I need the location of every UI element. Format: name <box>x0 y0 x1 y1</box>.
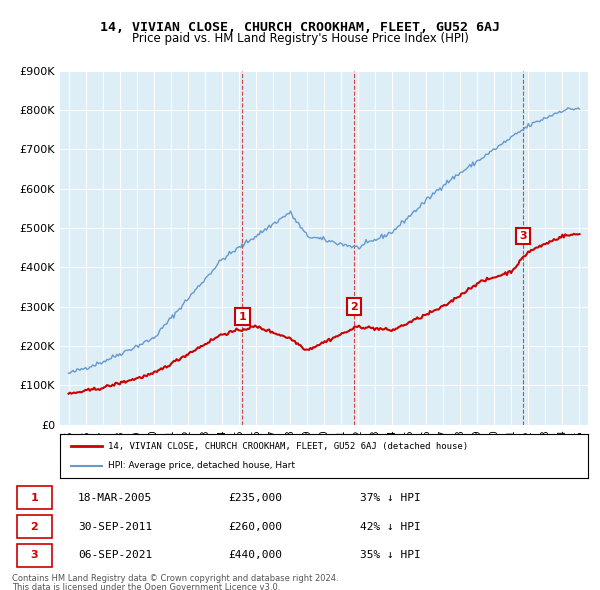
Text: 2: 2 <box>350 302 358 312</box>
Text: £440,000: £440,000 <box>228 550 282 560</box>
Text: 06-SEP-2021: 06-SEP-2021 <box>78 550 152 560</box>
Text: This data is licensed under the Open Government Licence v3.0.: This data is licensed under the Open Gov… <box>12 583 280 590</box>
Text: £235,000: £235,000 <box>228 493 282 503</box>
Text: 14, VIVIAN CLOSE, CHURCH CROOKHAM, FLEET, GU52 6AJ (detached house): 14, VIVIAN CLOSE, CHURCH CROOKHAM, FLEET… <box>107 441 467 451</box>
FancyBboxPatch shape <box>17 486 52 509</box>
Text: HPI: Average price, detached house, Hart: HPI: Average price, detached house, Hart <box>107 461 295 470</box>
Text: 35% ↓ HPI: 35% ↓ HPI <box>360 550 421 560</box>
Text: 30-SEP-2011: 30-SEP-2011 <box>78 522 152 532</box>
Text: £260,000: £260,000 <box>228 522 282 532</box>
Text: 3: 3 <box>31 550 38 560</box>
Text: 1: 1 <box>239 312 246 322</box>
Text: 1: 1 <box>31 493 38 503</box>
Text: 37% ↓ HPI: 37% ↓ HPI <box>360 493 421 503</box>
Text: 14, VIVIAN CLOSE, CHURCH CROOKHAM, FLEET, GU52 6AJ: 14, VIVIAN CLOSE, CHURCH CROOKHAM, FLEET… <box>100 21 500 34</box>
Text: Price paid vs. HM Land Registry's House Price Index (HPI): Price paid vs. HM Land Registry's House … <box>131 32 469 45</box>
Text: 42% ↓ HPI: 42% ↓ HPI <box>360 522 421 532</box>
Text: Contains HM Land Registry data © Crown copyright and database right 2024.: Contains HM Land Registry data © Crown c… <box>12 574 338 583</box>
Text: 2: 2 <box>31 522 38 532</box>
Text: 18-MAR-2005: 18-MAR-2005 <box>78 493 152 503</box>
FancyBboxPatch shape <box>17 515 52 538</box>
Text: 3: 3 <box>519 231 527 241</box>
FancyBboxPatch shape <box>17 544 52 567</box>
